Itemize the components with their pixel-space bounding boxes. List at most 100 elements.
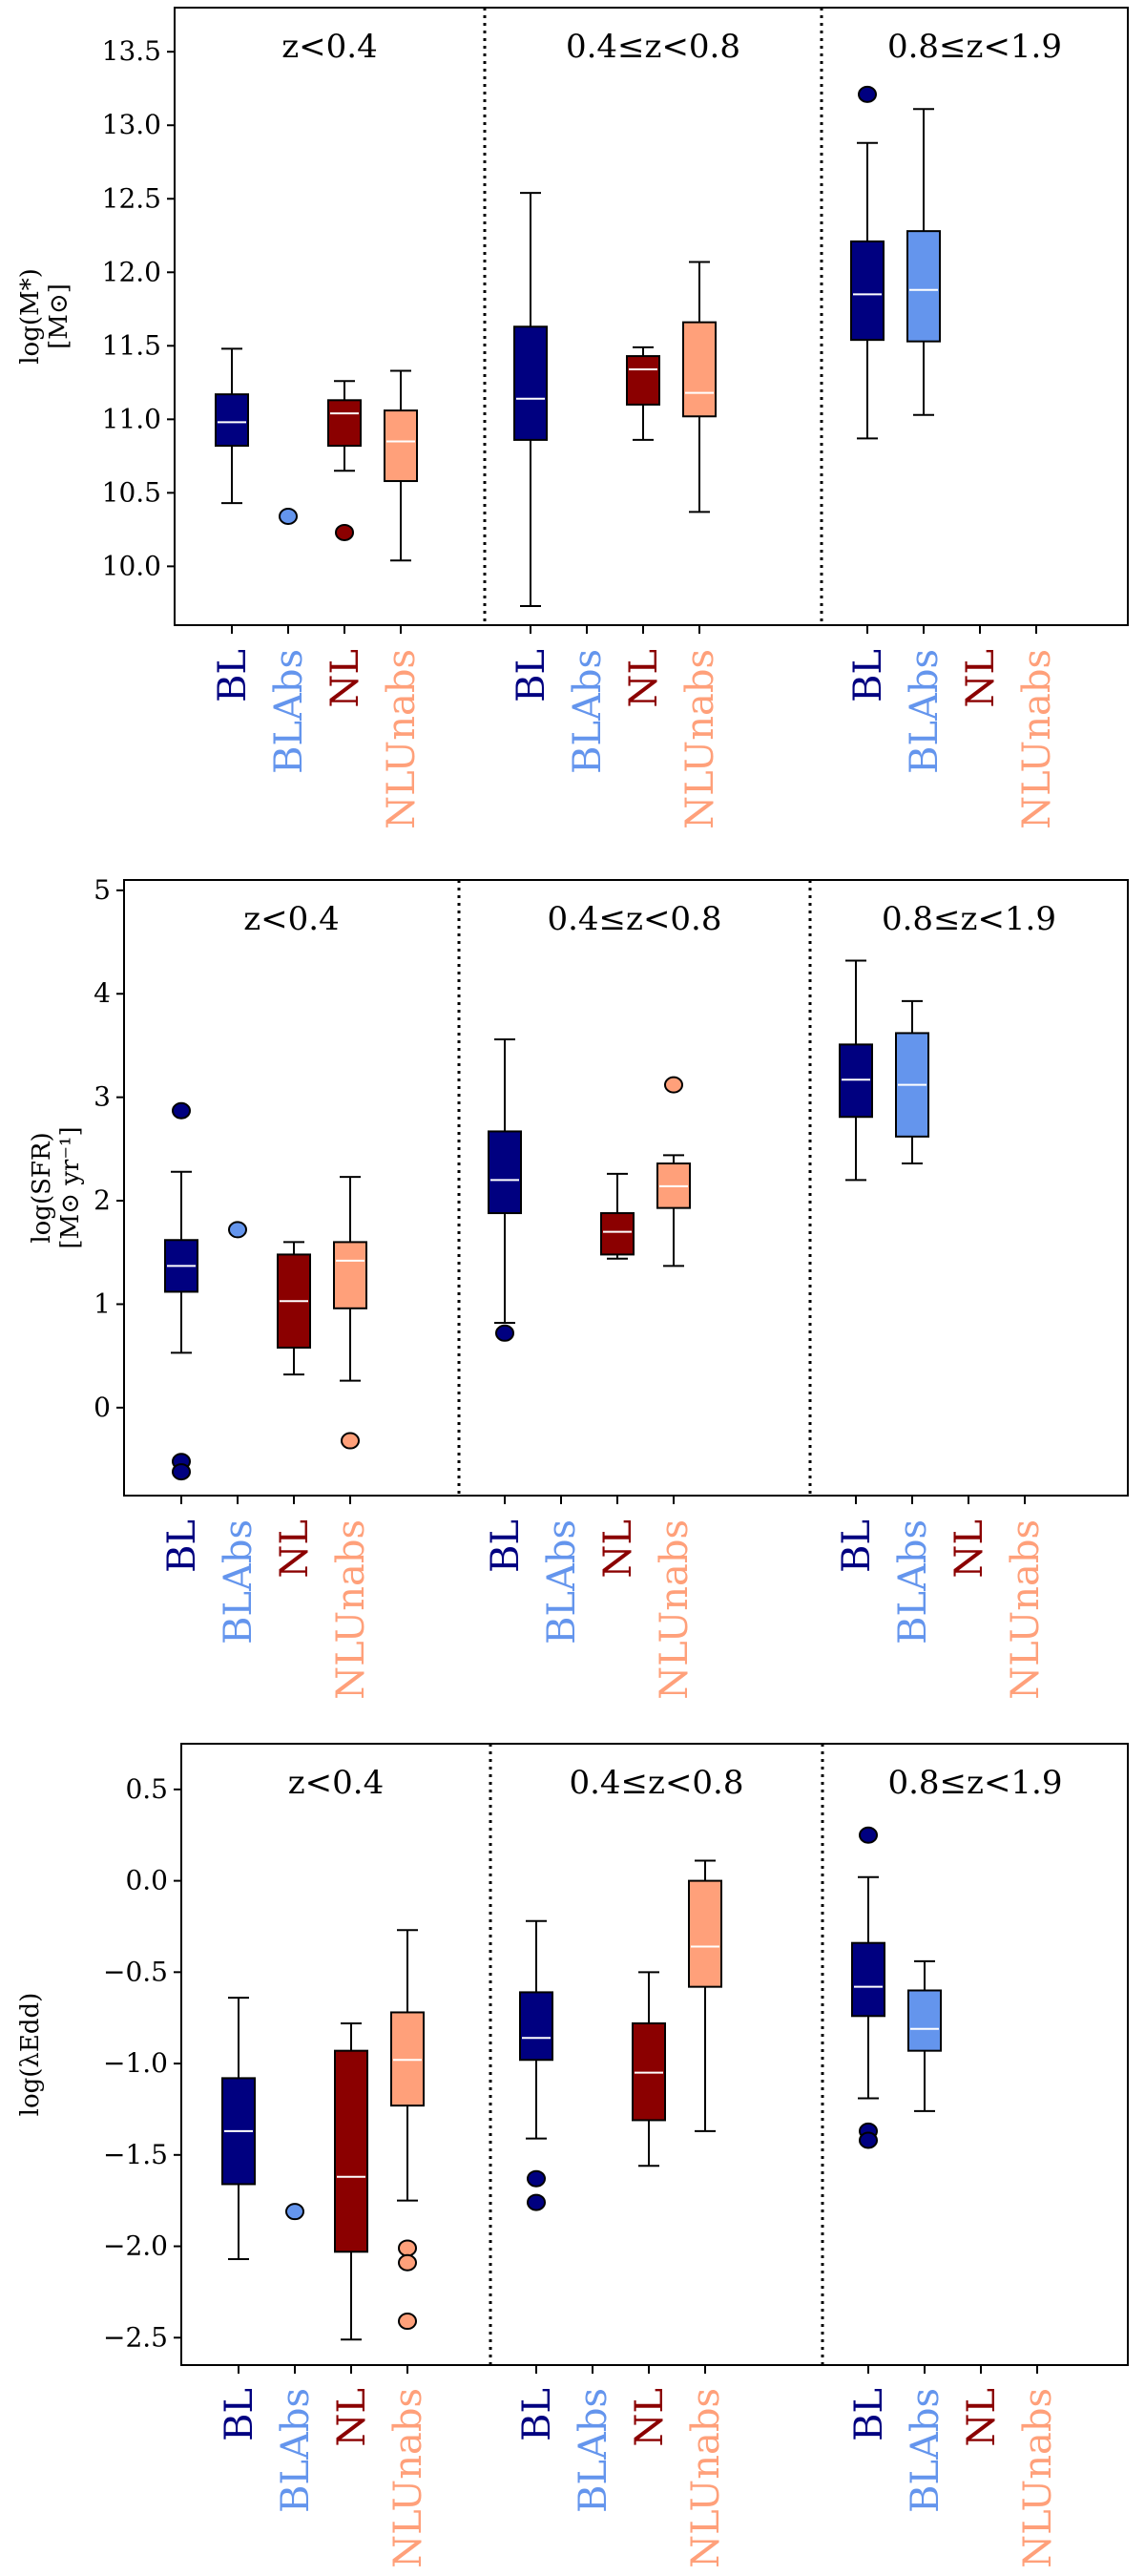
outlier-point-BL: [495, 1324, 514, 1342]
y-tick-label: 3: [94, 1081, 111, 1113]
y-tick-label: 11.5: [102, 329, 161, 361]
panel-title-1: z<0.4: [288, 1764, 384, 1802]
box-NL: [632, 1971, 666, 2168]
y-tick-label: 0.0: [125, 1865, 168, 1896]
axes-frame: [180, 1743, 1129, 2366]
box-BL: [850, 141, 885, 440]
box-NL: [600, 1172, 635, 1260]
box-NLUnabs: [688, 1859, 722, 2132]
category-label-BLAbs: BLAbs: [566, 649, 610, 774]
box-NL: [277, 1241, 311, 1376]
outlier-point-BL: [859, 1826, 878, 1844]
category-label-NLUnabs: NLUnabs: [329, 1519, 373, 1700]
outlier-point-NL: [335, 523, 354, 541]
panel-title-3: 0.8≤z<1.9: [882, 900, 1056, 938]
box-iqr: [600, 1212, 635, 1256]
panel-title-2: 0.4≤z<0.8: [566, 28, 740, 66]
category-label-NLUnabs: NLUnabs: [653, 1519, 697, 1700]
y-tick-label: 10.0: [102, 550, 161, 581]
y-tick-label: 2: [94, 1184, 111, 1216]
y-tick-label: −1.5: [103, 2139, 168, 2170]
outlier-point-BL: [527, 2169, 546, 2188]
category-label-NL: NL: [323, 649, 367, 708]
category-label-BL: BL: [835, 1519, 879, 1573]
outlier-point-BL: [172, 1101, 191, 1120]
y-tick-label: 1: [94, 1288, 111, 1319]
category-label-BLAbs: BLAbs: [540, 1519, 584, 1644]
category-label-NLUnabs: NLUnabs: [386, 2388, 430, 2568]
box-iqr: [215, 393, 249, 448]
y-axis-label: log(λEdd): [16, 1993, 45, 2117]
category-label-NLUnabs: NLUnabs: [1016, 2388, 1060, 2568]
box-BL: [164, 1170, 198, 1354]
box-BLAbs: [907, 1959, 942, 2112]
y-tick-label: −0.5: [103, 1956, 168, 1987]
axes-frame: [174, 7, 1129, 626]
box-BL: [519, 1919, 553, 2140]
category-label-BLAbs: BLAbs: [274, 2388, 318, 2513]
outlier-point-BL: [858, 85, 877, 103]
category-label-BL: BL: [211, 649, 255, 702]
box-iqr: [839, 1043, 873, 1119]
category-label-BL: BL: [484, 1519, 528, 1573]
y-axis-label-line1: log(M*): [16, 268, 45, 365]
box-NLUnabs: [384, 369, 418, 562]
box-iqr: [333, 1241, 367, 1309]
box-iqr: [688, 1879, 722, 1988]
box-NL: [334, 2021, 368, 2341]
category-label-BLAbs: BLAbs: [904, 2388, 947, 2513]
outlier-point-NLUnabs: [341, 1432, 360, 1450]
box-BL: [839, 959, 873, 1182]
category-label-NL: NL: [628, 2388, 672, 2447]
box-iqr: [907, 1989, 942, 2052]
category-label-BL: BL: [510, 649, 553, 702]
box-NLUnabs: [656, 1154, 691, 1267]
box-iqr: [327, 399, 362, 448]
category-label-NL: NL: [273, 1519, 317, 1579]
box-NL: [626, 346, 660, 441]
outlier-point-NLUnabs: [398, 2253, 417, 2272]
y-tick-label: 11.0: [102, 403, 161, 434]
category-label-BLAbs: BLAbs: [572, 2388, 615, 2513]
box-NLUnabs: [333, 1176, 367, 1382]
panel-title-2: 0.4≤z<0.8: [547, 900, 721, 938]
category-label-BLAbs: BLAbs: [217, 1519, 260, 1644]
y-tick-label: 0: [94, 1392, 111, 1423]
box-NL: [327, 380, 362, 472]
category-label-BL: BL: [218, 2388, 261, 2441]
y-tick-label: 12.0: [102, 256, 161, 287]
box-BL: [215, 347, 249, 505]
category-label-BLAbs: BLAbs: [903, 649, 947, 774]
category-label-NL: NL: [330, 2388, 374, 2447]
box-iqr: [513, 325, 548, 441]
category-label-BL: BL: [846, 649, 890, 702]
y-tick-label: −2.0: [103, 2230, 168, 2262]
category-label-NLUnabs: NLUnabs: [1004, 1519, 1048, 1700]
panel-title-3: 0.8≤z<1.9: [887, 28, 1062, 66]
y-axis-label-line1: log(λEdd): [16, 1993, 45, 2117]
outlier-point-BLAbs: [279, 508, 298, 526]
category-label-BL: BL: [160, 1519, 204, 1573]
category-label-NL: NL: [959, 649, 1003, 708]
outlier-point-BLAbs: [285, 2203, 304, 2221]
outlier-point-NLUnabs: [664, 1076, 683, 1094]
box-BL: [221, 1997, 256, 2260]
panel-title-1: z<0.4: [243, 900, 339, 938]
y-tick-label: 5: [94, 874, 111, 906]
outlier-point-NLUnabs: [398, 2313, 417, 2331]
outlier-point-BLAbs: [228, 1221, 247, 1239]
category-label-BL: BL: [847, 2388, 891, 2441]
y-axis-label: log(M*)[M⊙]: [16, 268, 73, 365]
y-axis-label-line2: [M⊙]: [45, 283, 73, 349]
panel-title-1: z<0.4: [281, 28, 377, 66]
box-iqr: [682, 321, 717, 418]
category-label-NLUnabs: NLUnabs: [684, 2388, 728, 2568]
panel-title-2: 0.4≤z<0.8: [569, 1764, 743, 1802]
chart-1: 10.0 10.5 11.0 11.5 12.0 12.5 13.0 13.5 log(M*)[…: [16, 7, 1129, 829]
category-label-BLAbs: BLAbs: [891, 1519, 935, 1644]
category-label-NL: NL: [622, 649, 666, 708]
category-label-NL: NL: [947, 1519, 991, 1579]
panel-title-3: 0.8≤z<1.9: [887, 1764, 1062, 1802]
category-label-NL: NL: [596, 1519, 640, 1579]
